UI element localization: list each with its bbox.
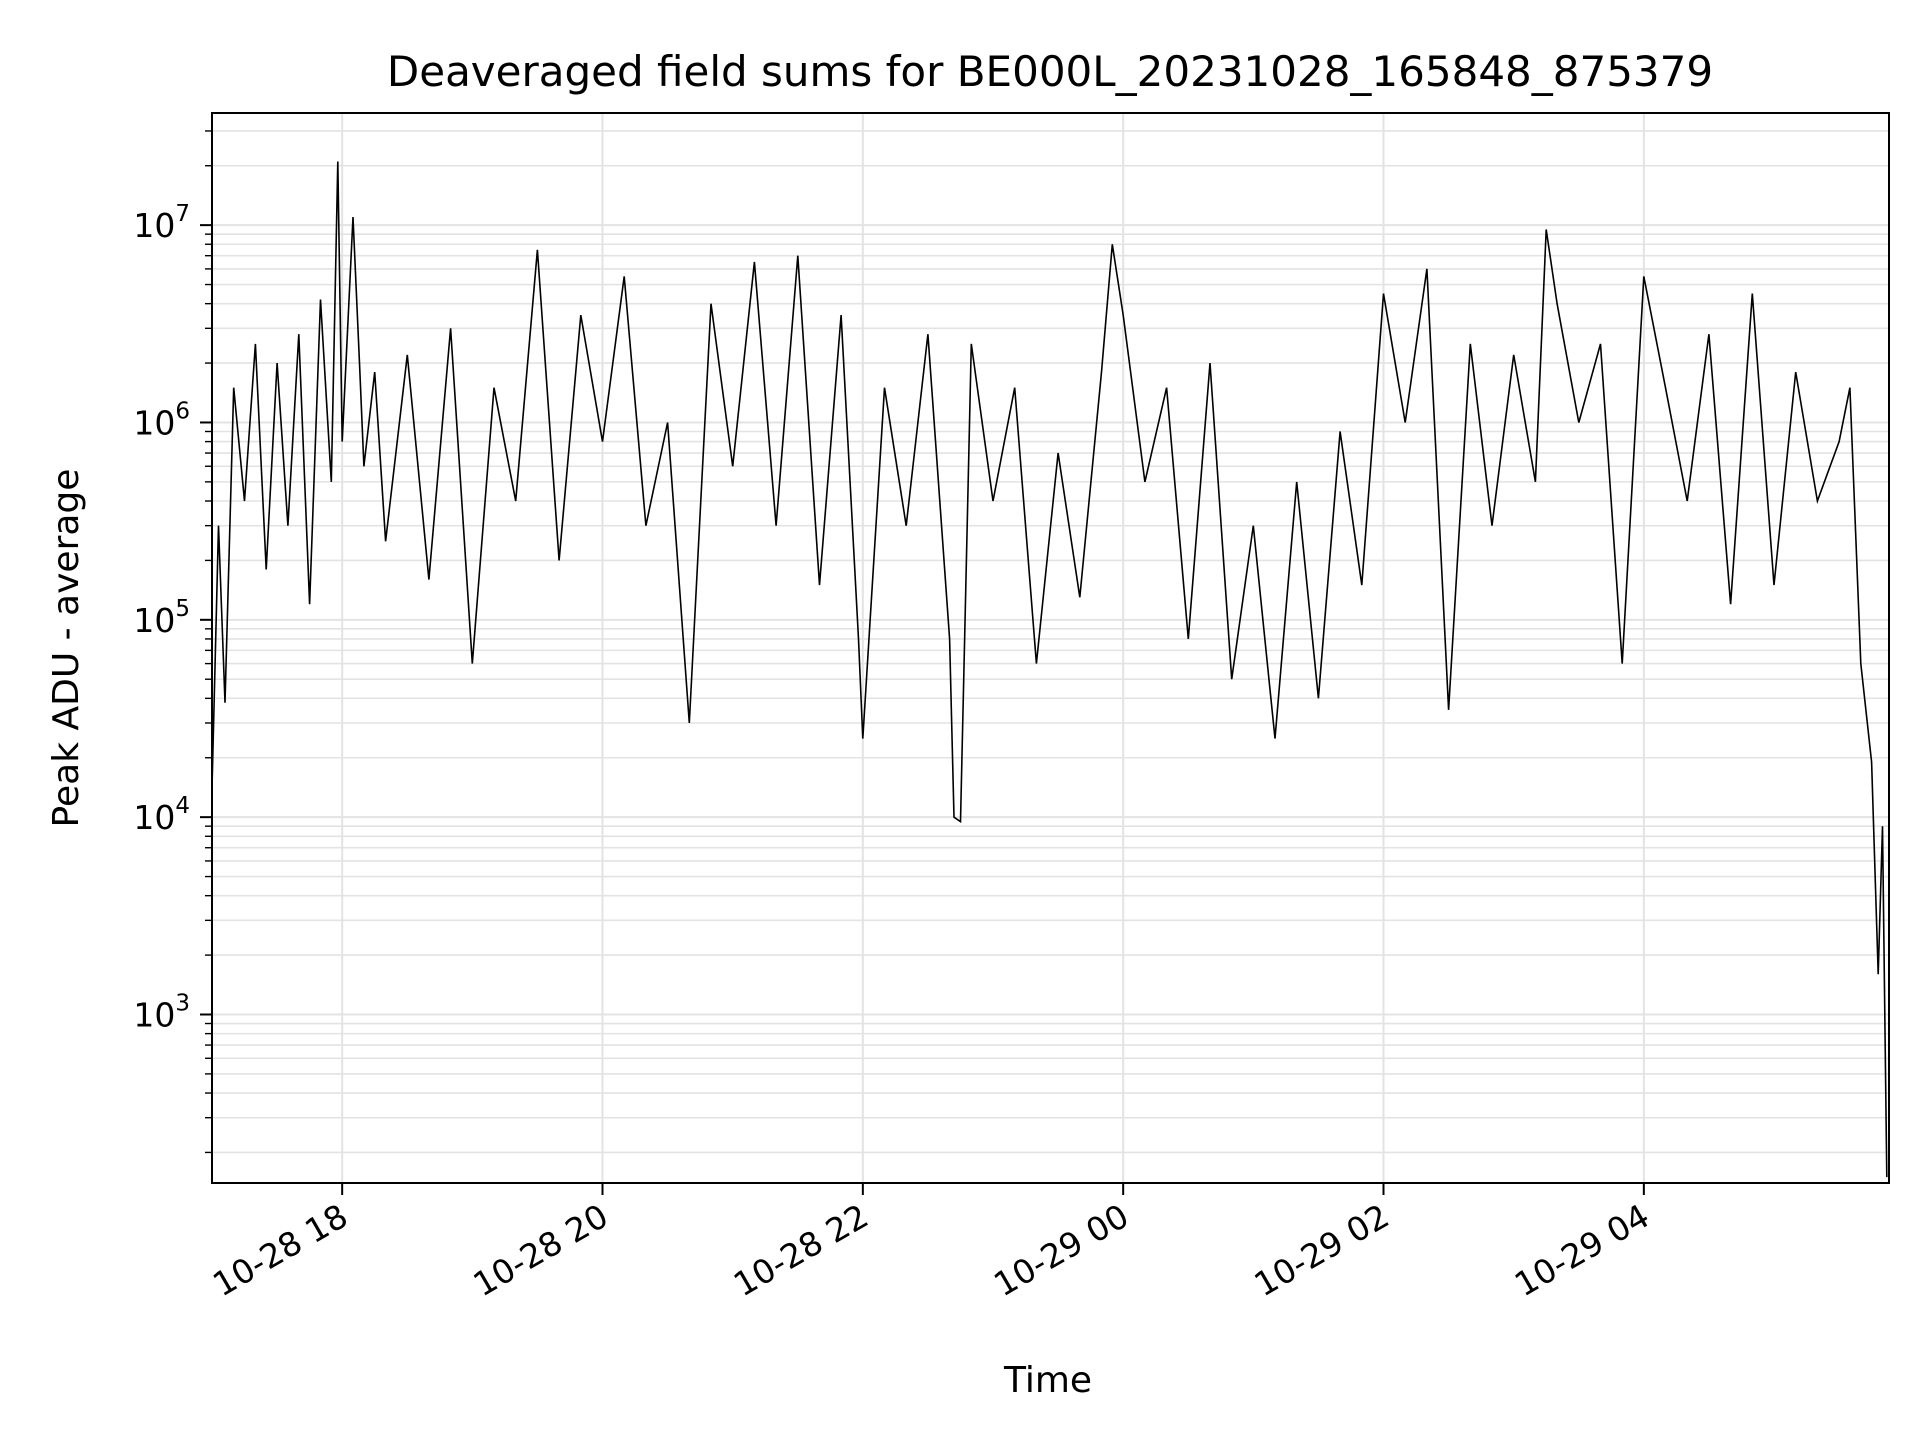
x-tick-label: 10-28 18 <box>206 1196 354 1304</box>
x-tick-label: 10-29 00 <box>987 1196 1135 1304</box>
grid-lines <box>212 113 1889 1183</box>
x-tick-label: 10-29 02 <box>1248 1196 1396 1304</box>
y-axis-ticks: 103 104 105 106 107 <box>133 130 212 1154</box>
chart-title: Deaveraged field sums for BE000L_2023102… <box>387 47 1713 96</box>
y-tick-label: 106 <box>133 398 190 442</box>
y-tick-label: 107 <box>133 201 190 245</box>
plot-frame <box>211 112 1890 1184</box>
series-line-group <box>211 161 1888 1178</box>
y-tick-label: 103 <box>133 990 190 1034</box>
series-line <box>211 161 1888 1178</box>
x-tick-label: 10-28 22 <box>727 1196 875 1304</box>
x-axis-label: Time <box>1003 1360 1092 1401</box>
x-axis-ticks: 10-28 18 10-28 20 10-28 22 10-29 00 10-29 02… <box>206 1183 1656 1304</box>
y-tick-label: 104 <box>133 793 190 837</box>
y-tick-label: 105 <box>133 596 190 640</box>
x-tick-label: 10-29 04 <box>1508 1196 1656 1304</box>
y-axis-label: Peak ADU - average <box>46 469 87 828</box>
x-tick-label: 10-28 20 <box>467 1196 615 1304</box>
